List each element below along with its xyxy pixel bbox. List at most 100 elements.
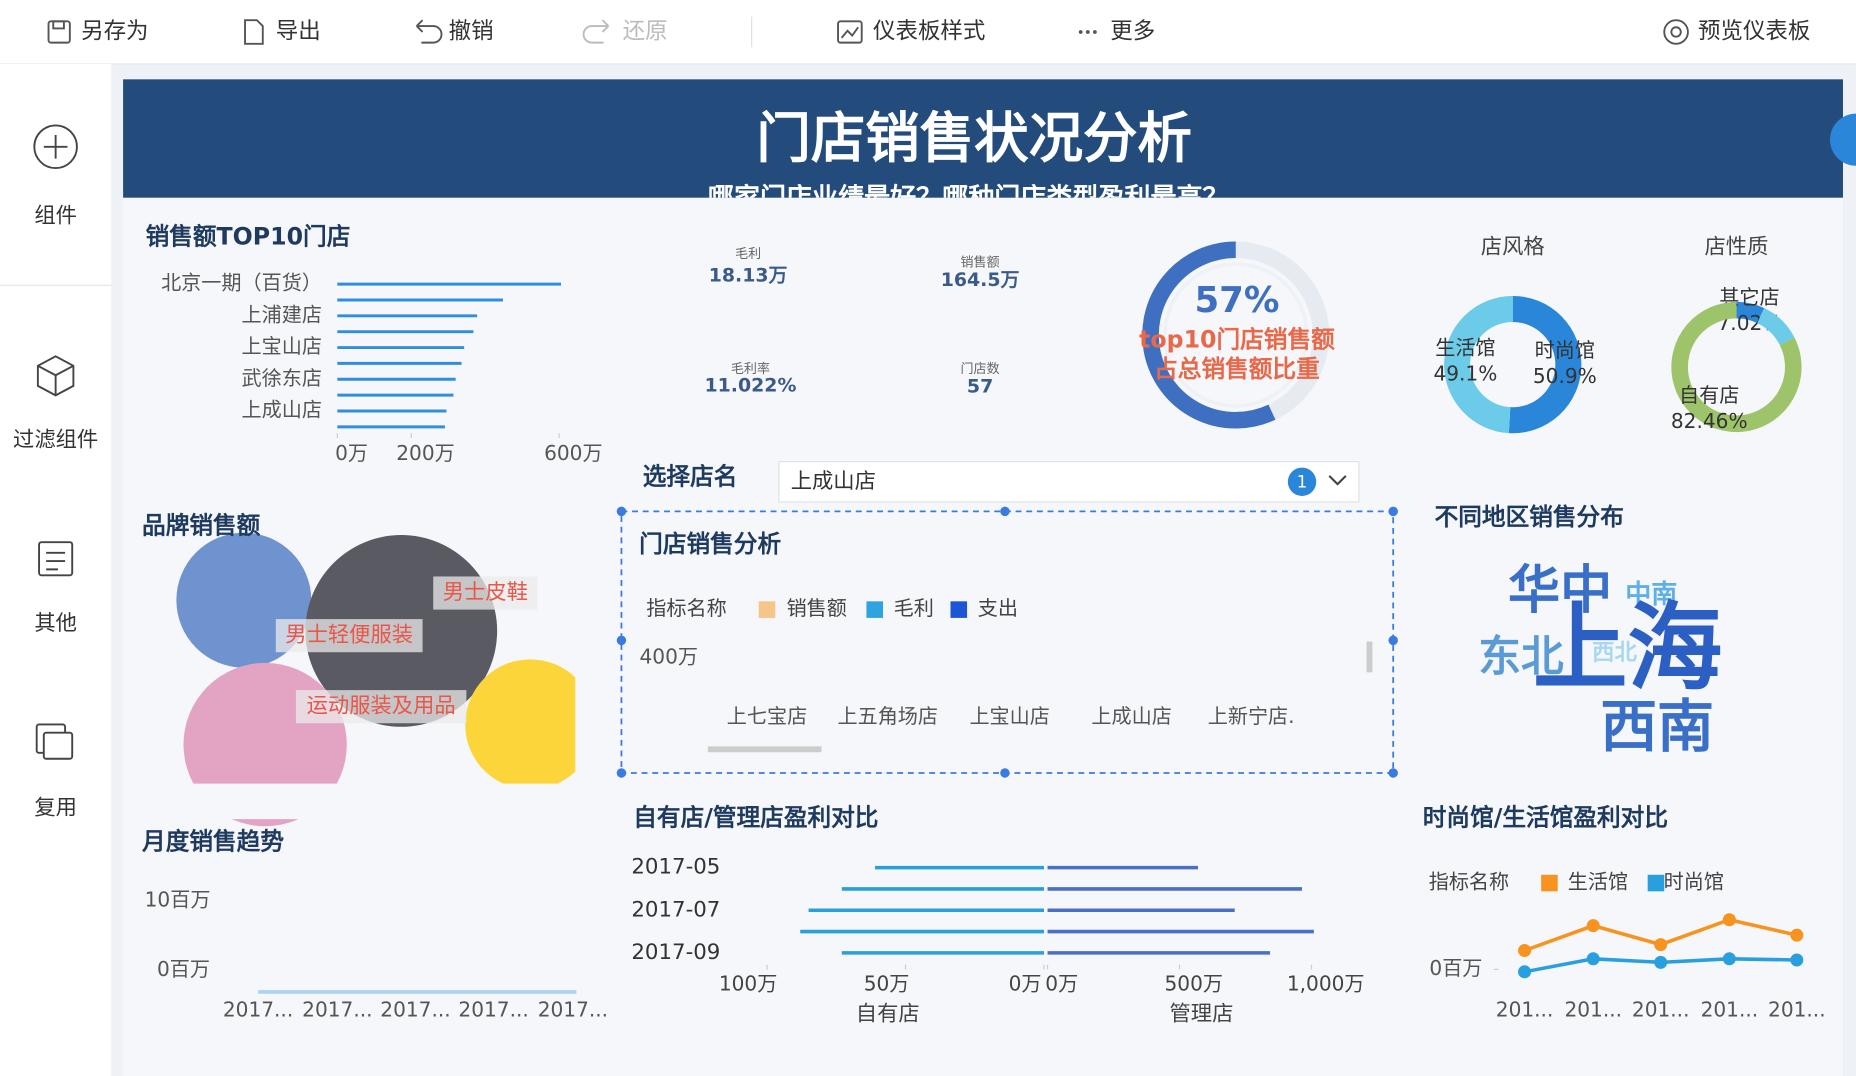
gauge-inner (1162, 262, 1309, 408)
toolbar-button[interactable]: 更多 (1110, 18, 1155, 44)
slice (1508, 295, 1582, 434)
word: 中南 (1625, 580, 1677, 610)
x-tick-label: 上七宝店 (727, 704, 807, 728)
category-label: 上宝山店 (242, 334, 322, 358)
x-tick-label: 200万 (396, 441, 455, 465)
kpi-value: 18.13万 (709, 264, 788, 286)
point (1518, 965, 1532, 979)
preview-button[interactable]: 预览仪表板 (1698, 18, 1810, 44)
resize-handle[interactable] (616, 768, 627, 778)
resize-handle[interactable] (1000, 506, 1010, 517)
toolbar-button[interactable]: 另存为 (81, 18, 148, 44)
resize-handle[interactable] (1388, 506, 1398, 517)
category-label: 北京一期（百货） (161, 271, 322, 295)
x-tick-label: 2017... (223, 997, 293, 1021)
y-tick-label: 10百万 (145, 887, 211, 911)
y-tick-label: 400万 (640, 645, 699, 669)
x-tick-label: 2017... (538, 997, 608, 1021)
widget-title: 时尚馆/生活馆盈利对比 (1423, 804, 1668, 832)
resize-handle[interactable] (616, 635, 627, 646)
widget-title: 不同地区销售分布 (1435, 503, 1624, 531)
kpi-value: 57 (967, 376, 993, 398)
legend-swatch (866, 601, 884, 618)
badge (1287, 467, 1317, 496)
widget-title: 月度销售趋势 (141, 827, 284, 855)
filter-label: 选择店名 (643, 463, 738, 491)
category-label: 上成山店 (242, 397, 322, 421)
legend-label: 支出 (978, 596, 1018, 620)
pie-title: 店风格 (1481, 234, 1545, 259)
point (1654, 938, 1668, 952)
chevron[interactable] (1328, 475, 1347, 486)
legend-label: 毛利 (894, 596, 934, 620)
y-tick-label: 0百万 (1429, 956, 1482, 980)
widget-title: 品牌销售额 (142, 511, 261, 539)
word: 东北 (1478, 632, 1564, 682)
slice-label: 自有店 (1679, 383, 1739, 407)
kpi-label: 销售额 (961, 254, 1000, 270)
select-box[interactable] (778, 461, 1360, 503)
point (1790, 953, 1804, 967)
legend-swatch (950, 601, 968, 618)
sidebar-item[interactable]: 组件 (34, 204, 77, 229)
legend-title: 指标名称 (646, 596, 726, 620)
point (1790, 928, 1804, 942)
sidebar-item[interactable]: 其他 (34, 611, 77, 636)
kpi-value: 164.5万 (941, 269, 1020, 291)
legend-swatch (758, 601, 776, 618)
axis-title: 管理店 (1169, 1001, 1233, 1026)
point (1586, 952, 1600, 966)
x-tick-label: 201... (1701, 997, 1759, 1021)
point (1654, 955, 1668, 969)
resize-handle[interactable] (1388, 635, 1398, 646)
label-bg (275, 619, 423, 653)
toolbar-button[interactable]: 还原 (623, 18, 668, 44)
axis-title: 自有店 (856, 1001, 920, 1026)
x-tick-label: 2017... (302, 997, 372, 1021)
x-tick-label: 100万 (719, 971, 778, 995)
legend-label: 销售额 (787, 596, 847, 620)
point (1722, 952, 1736, 966)
bubble-label: 男士皮鞋 (443, 580, 528, 605)
resize-handle[interactable] (616, 506, 627, 517)
kpi-label: 毛利率 (731, 361, 770, 377)
toolbar (0, 0, 1856, 64)
toolbar-button[interactable]: 撤销 (449, 18, 494, 44)
toolbar-button[interactable]: 导出 (276, 18, 321, 44)
legend-swatch (1541, 874, 1558, 892)
category-label: 上浦建店 (242, 302, 322, 326)
x-tick-label: 0万 (1009, 971, 1042, 995)
x-tick-label: 50万 (864, 971, 910, 995)
x-tick-label: 500万 (1164, 971, 1222, 995)
resize-handle[interactable] (1388, 768, 1398, 778)
toolbar-button[interactable]: 仪表板样式 (873, 18, 985, 44)
sidebar-item[interactable]: 过滤组件 (13, 427, 98, 452)
x-tick-label: 上宝山店 (969, 704, 1049, 728)
dashboard-header (123, 79, 1843, 198)
slice-value: 82.46% (1671, 409, 1748, 433)
x-tick-label: 1,000万 (1287, 971, 1365, 995)
x-tick-label: 2017... (458, 997, 528, 1021)
sidebar-icons (33, 124, 78, 760)
widget-title: 门店销售分析 (639, 530, 781, 558)
gauge-label: top10门店销售额 (1139, 325, 1335, 353)
side-tab[interactable] (1829, 113, 1856, 166)
dashboard-title: 门店销售状况分析 (756, 106, 1192, 170)
select-value[interactable]: 上成山店 (791, 469, 876, 494)
x-tick-label: 0万 (1045, 971, 1078, 995)
resize-handle[interactable] (1000, 768, 1010, 778)
word: 西北 (1592, 640, 1637, 666)
bubble-label: 运动服装及用品 (307, 694, 456, 719)
word: 西南 (1600, 694, 1714, 760)
point (1722, 913, 1736, 927)
label-bg (433, 576, 538, 610)
y-tick-label: 0百万 (157, 957, 210, 981)
legend-label: 生活馆 (1568, 870, 1628, 894)
dashboard-subtitle: 哪家门店业绩最好？哪种门店类型盈利最高？ (708, 182, 1229, 213)
more-icon (1078, 30, 1097, 34)
legend-label: 时尚馆 (1664, 870, 1724, 894)
gauge-value: 57% (1194, 280, 1279, 321)
sidebar-item[interactable]: 复用 (34, 795, 77, 820)
